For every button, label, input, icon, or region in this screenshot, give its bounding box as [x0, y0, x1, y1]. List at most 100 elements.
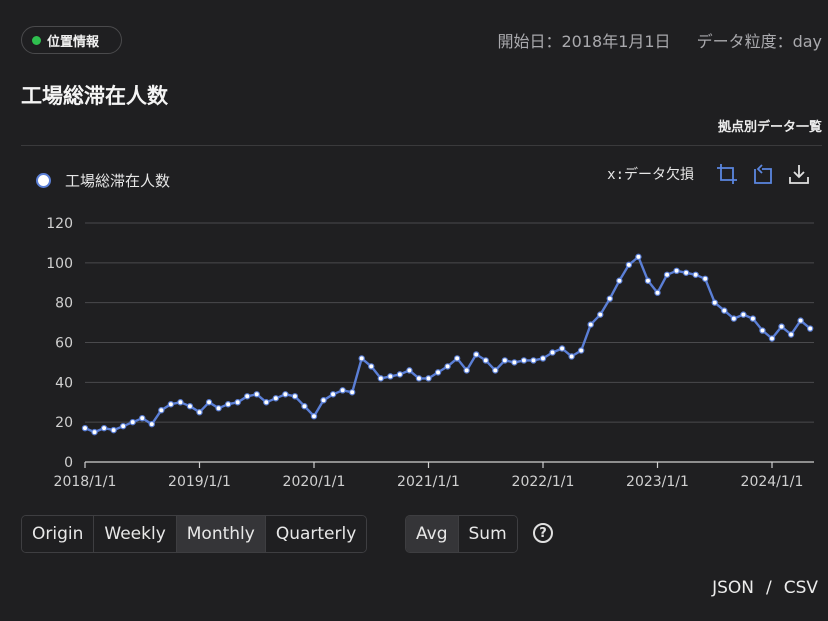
- data-point: [654, 289, 661, 296]
- period-button-monthly[interactable]: Monthly: [176, 516, 266, 552]
- data-point: [301, 403, 308, 410]
- data-point: [730, 315, 738, 322]
- location-badge[interactable]: 位置情報: [21, 26, 122, 54]
- data-point: [139, 414, 146, 422]
- data-point: [453, 355, 461, 362]
- data-point: [587, 321, 594, 328]
- data-point: [673, 267, 680, 275]
- data-point: [310, 412, 318, 420]
- export-json-link[interactable]: JSON: [712, 578, 754, 598]
- period-selector: Origin Weekly Monthly Quarterly: [21, 515, 368, 553]
- start-date: 開始日：2018年1月1日: [497, 32, 671, 51]
- data-point: [444, 363, 451, 370]
- y-tick-label: 40: [55, 375, 73, 391]
- data-point: [272, 395, 280, 402]
- x-tick-label: 2019/1/1: [168, 474, 231, 490]
- data-point: [635, 253, 642, 261]
- data-point: [530, 357, 537, 364]
- help-icon[interactable]: ?: [533, 523, 553, 543]
- data-point: [549, 349, 556, 356]
- data-point: [196, 409, 203, 416]
- series-line: [84, 255, 811, 434]
- data-point: [377, 375, 384, 382]
- data-point: [806, 325, 814, 332]
- data-point: [597, 311, 604, 318]
- line-chart: 0 20 40 60 80 100 120 2018/1/1 2019/1/1 2020/1/1 2…: [46, 216, 814, 490]
- data-point: [110, 426, 117, 434]
- data-point: [291, 393, 299, 400]
- data-point: [787, 331, 795, 338]
- chart-legend[interactable]: 工場総滞在人数: [36, 170, 170, 191]
- y-tick-label: 120: [46, 216, 73, 232]
- data-point: [158, 407, 165, 414]
- data-point: [520, 357, 528, 364]
- data-point: [81, 424, 89, 432]
- data-point: [119, 422, 127, 430]
- meta-info: 開始日：2018年1月1日 データ粒度：day: [497, 28, 822, 52]
- y-tick-label: 0: [64, 455, 73, 471]
- data-point: [148, 420, 155, 428]
- data-point: [463, 367, 470, 374]
- page-title: 工場総滞在人数: [21, 84, 168, 108]
- data-point: [320, 397, 327, 404]
- data-point: [692, 271, 699, 278]
- data-point: [616, 277, 623, 284]
- x-tick-label: 2022/1/1: [512, 474, 575, 490]
- data-point: [415, 375, 423, 382]
- data-point: [501, 357, 509, 364]
- data-point: [492, 367, 499, 374]
- data-point: [339, 387, 346, 394]
- legend-marker-icon: [36, 173, 51, 188]
- data-point: [721, 307, 728, 314]
- y-tick-label: 60: [55, 336, 73, 352]
- missing-data-label: x:データ欠損: [607, 167, 694, 183]
- data-point: [740, 311, 747, 318]
- export-separator: /: [765, 578, 772, 598]
- restore-icon[interactable]: [752, 163, 774, 185]
- data-point: [406, 367, 413, 374]
- data-point: [682, 269, 690, 276]
- data-point: [702, 275, 709, 282]
- breakdown-link[interactable]: 拠点別データ一覧: [717, 120, 822, 135]
- agg-button-sum[interactable]: Sum: [458, 516, 517, 552]
- data-point: [625, 261, 633, 269]
- data-point: [606, 295, 613, 302]
- agg-button-avg[interactable]: Avg: [406, 516, 459, 552]
- data-point: [539, 355, 547, 362]
- data-point: [749, 315, 757, 322]
- data-point: [358, 355, 365, 362]
- data-point: [129, 418, 136, 426]
- data-point: [224, 401, 232, 408]
- data-point: [100, 424, 108, 432]
- data-point: [186, 403, 194, 410]
- data-point: [511, 359, 518, 366]
- data-point: [396, 371, 404, 378]
- badge-label: 位置情報: [47, 34, 100, 50]
- data-point: [558, 345, 566, 352]
- y-tick-label: 80: [55, 296, 73, 312]
- data-point: [167, 401, 175, 408]
- y-tick-label: 100: [46, 256, 73, 272]
- x-tick-label: 2020/1/1: [283, 474, 346, 490]
- data-point: [473, 351, 480, 358]
- data-point: [482, 357, 489, 364]
- data-point: [329, 391, 337, 398]
- crop-icon[interactable]: [716, 163, 738, 185]
- download-icon[interactable]: [788, 163, 810, 185]
- data-point: [253, 391, 260, 398]
- status-dot: [32, 35, 41, 45]
- period-button-weekly[interactable]: Weekly: [94, 516, 177, 552]
- chart-toolbar: x:データ欠損: [607, 163, 810, 185]
- data-point: [759, 327, 766, 334]
- x-tick-label: 2018/1/1: [54, 474, 117, 490]
- data-point: [244, 393, 251, 400]
- data-point: [425, 375, 432, 382]
- data-point: [663, 271, 671, 278]
- period-button-quarterly[interactable]: Quarterly: [265, 516, 367, 552]
- data-point: [234, 399, 241, 406]
- period-button-origin[interactable]: Origin: [22, 516, 95, 552]
- data-point: [368, 363, 375, 370]
- export-links: JSON / CSV: [712, 578, 818, 598]
- export-csv-link[interactable]: CSV: [783, 578, 818, 598]
- data-point: [205, 399, 213, 406]
